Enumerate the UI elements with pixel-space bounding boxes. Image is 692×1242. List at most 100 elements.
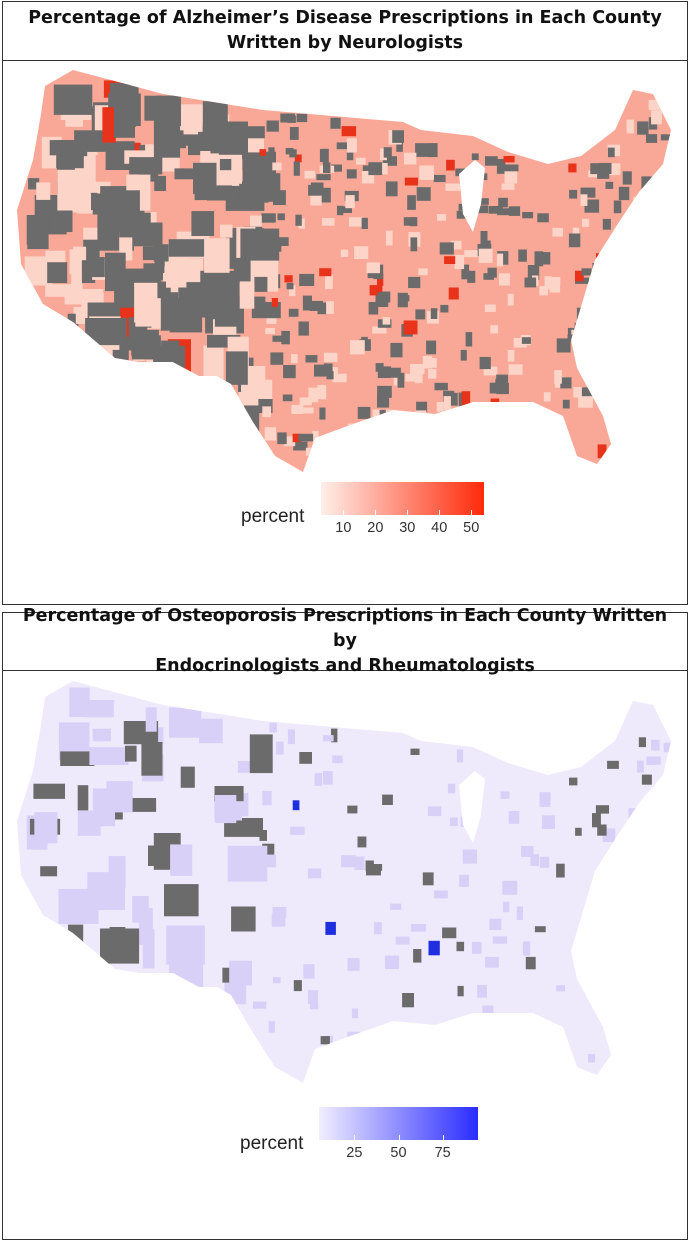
legend-tick-label: 40 bbox=[431, 520, 448, 536]
county bbox=[407, 195, 416, 210]
county bbox=[651, 739, 660, 751]
county bbox=[156, 95, 181, 126]
county bbox=[465, 332, 473, 347]
county bbox=[336, 142, 347, 150]
county bbox=[203, 345, 224, 381]
county bbox=[575, 827, 582, 836]
county bbox=[325, 274, 333, 289]
county bbox=[418, 268, 428, 276]
county bbox=[508, 811, 520, 824]
county bbox=[573, 387, 585, 398]
legend-tick-label: 75 bbox=[434, 1145, 451, 1161]
county bbox=[219, 159, 232, 171]
county bbox=[415, 369, 423, 384]
county bbox=[576, 307, 588, 320]
county bbox=[291, 404, 304, 414]
county bbox=[299, 407, 314, 414]
county bbox=[214, 795, 237, 824]
county bbox=[372, 409, 381, 419]
county bbox=[49, 140, 87, 156]
county bbox=[521, 846, 534, 857]
county bbox=[415, 143, 429, 157]
osteoporosis-map-panel: Percentage of Osteoporosis Prescriptions… bbox=[2, 606, 688, 1240]
county bbox=[482, 1005, 494, 1020]
alzheimers-legend-title: percent bbox=[241, 506, 305, 527]
county bbox=[323, 352, 338, 363]
county bbox=[105, 252, 126, 292]
county bbox=[403, 320, 418, 335]
legend-tick-mark bbox=[375, 510, 377, 515]
county bbox=[575, 270, 584, 282]
county bbox=[487, 267, 497, 278]
county bbox=[340, 249, 349, 257]
county bbox=[291, 354, 298, 364]
county bbox=[284, 275, 293, 283]
county bbox=[268, 147, 275, 160]
legend-tick-label: 30 bbox=[399, 520, 416, 536]
county bbox=[199, 718, 223, 744]
county bbox=[323, 162, 331, 173]
county bbox=[492, 936, 508, 944]
county bbox=[504, 169, 518, 184]
county bbox=[543, 392, 551, 402]
county-layer bbox=[24, 80, 671, 459]
county bbox=[249, 734, 273, 774]
osteoporosis-title: Percentage of Osteoporosis Prescriptions… bbox=[17, 604, 673, 679]
county bbox=[289, 285, 296, 297]
legend-tick-label: 50 bbox=[390, 1145, 407, 1161]
alzheimers-county-map bbox=[17, 70, 671, 472]
county bbox=[277, 213, 285, 221]
county bbox=[299, 397, 312, 406]
county bbox=[500, 791, 510, 799]
county bbox=[308, 387, 319, 403]
county bbox=[33, 783, 65, 799]
county bbox=[626, 119, 634, 134]
county bbox=[481, 240, 491, 248]
land-area bbox=[17, 681, 671, 1083]
alzheimers-title-line2: Written by Neurologists bbox=[226, 33, 464, 53]
county bbox=[602, 218, 611, 230]
county bbox=[508, 364, 523, 375]
county bbox=[457, 985, 464, 997]
county bbox=[102, 107, 116, 143]
county bbox=[357, 836, 367, 848]
county bbox=[68, 924, 84, 943]
county bbox=[539, 286, 548, 296]
county bbox=[270, 352, 284, 365]
osteoporosis-title-box: Percentage of Osteoporosis Prescriptions… bbox=[3, 606, 687, 676]
county bbox=[347, 423, 361, 433]
county bbox=[231, 906, 256, 932]
county bbox=[204, 238, 230, 273]
county bbox=[595, 805, 609, 814]
county bbox=[454, 254, 465, 270]
county bbox=[496, 159, 506, 174]
county bbox=[479, 356, 491, 370]
county bbox=[503, 164, 519, 172]
county bbox=[430, 308, 438, 319]
alzheimers-map-panel: Percentage of Alzheimer’s Disease Prescr… bbox=[2, 1, 688, 605]
county bbox=[544, 276, 552, 290]
county bbox=[47, 262, 68, 284]
county bbox=[549, 277, 561, 287]
county bbox=[253, 1001, 267, 1009]
county bbox=[446, 159, 455, 171]
county bbox=[608, 163, 621, 176]
county bbox=[299, 273, 315, 286]
county bbox=[225, 351, 248, 385]
county bbox=[422, 355, 432, 369]
county bbox=[447, 783, 456, 794]
county bbox=[337, 205, 344, 216]
county bbox=[607, 147, 615, 158]
county bbox=[319, 187, 331, 203]
county bbox=[354, 246, 369, 259]
county bbox=[595, 253, 608, 261]
county bbox=[299, 752, 312, 764]
county bbox=[374, 922, 382, 935]
county bbox=[410, 364, 425, 374]
alzheimers-legend-colorbar bbox=[321, 482, 484, 515]
county bbox=[597, 444, 607, 459]
county bbox=[168, 239, 207, 257]
county bbox=[382, 794, 393, 805]
county bbox=[503, 156, 515, 163]
county bbox=[489, 382, 500, 394]
